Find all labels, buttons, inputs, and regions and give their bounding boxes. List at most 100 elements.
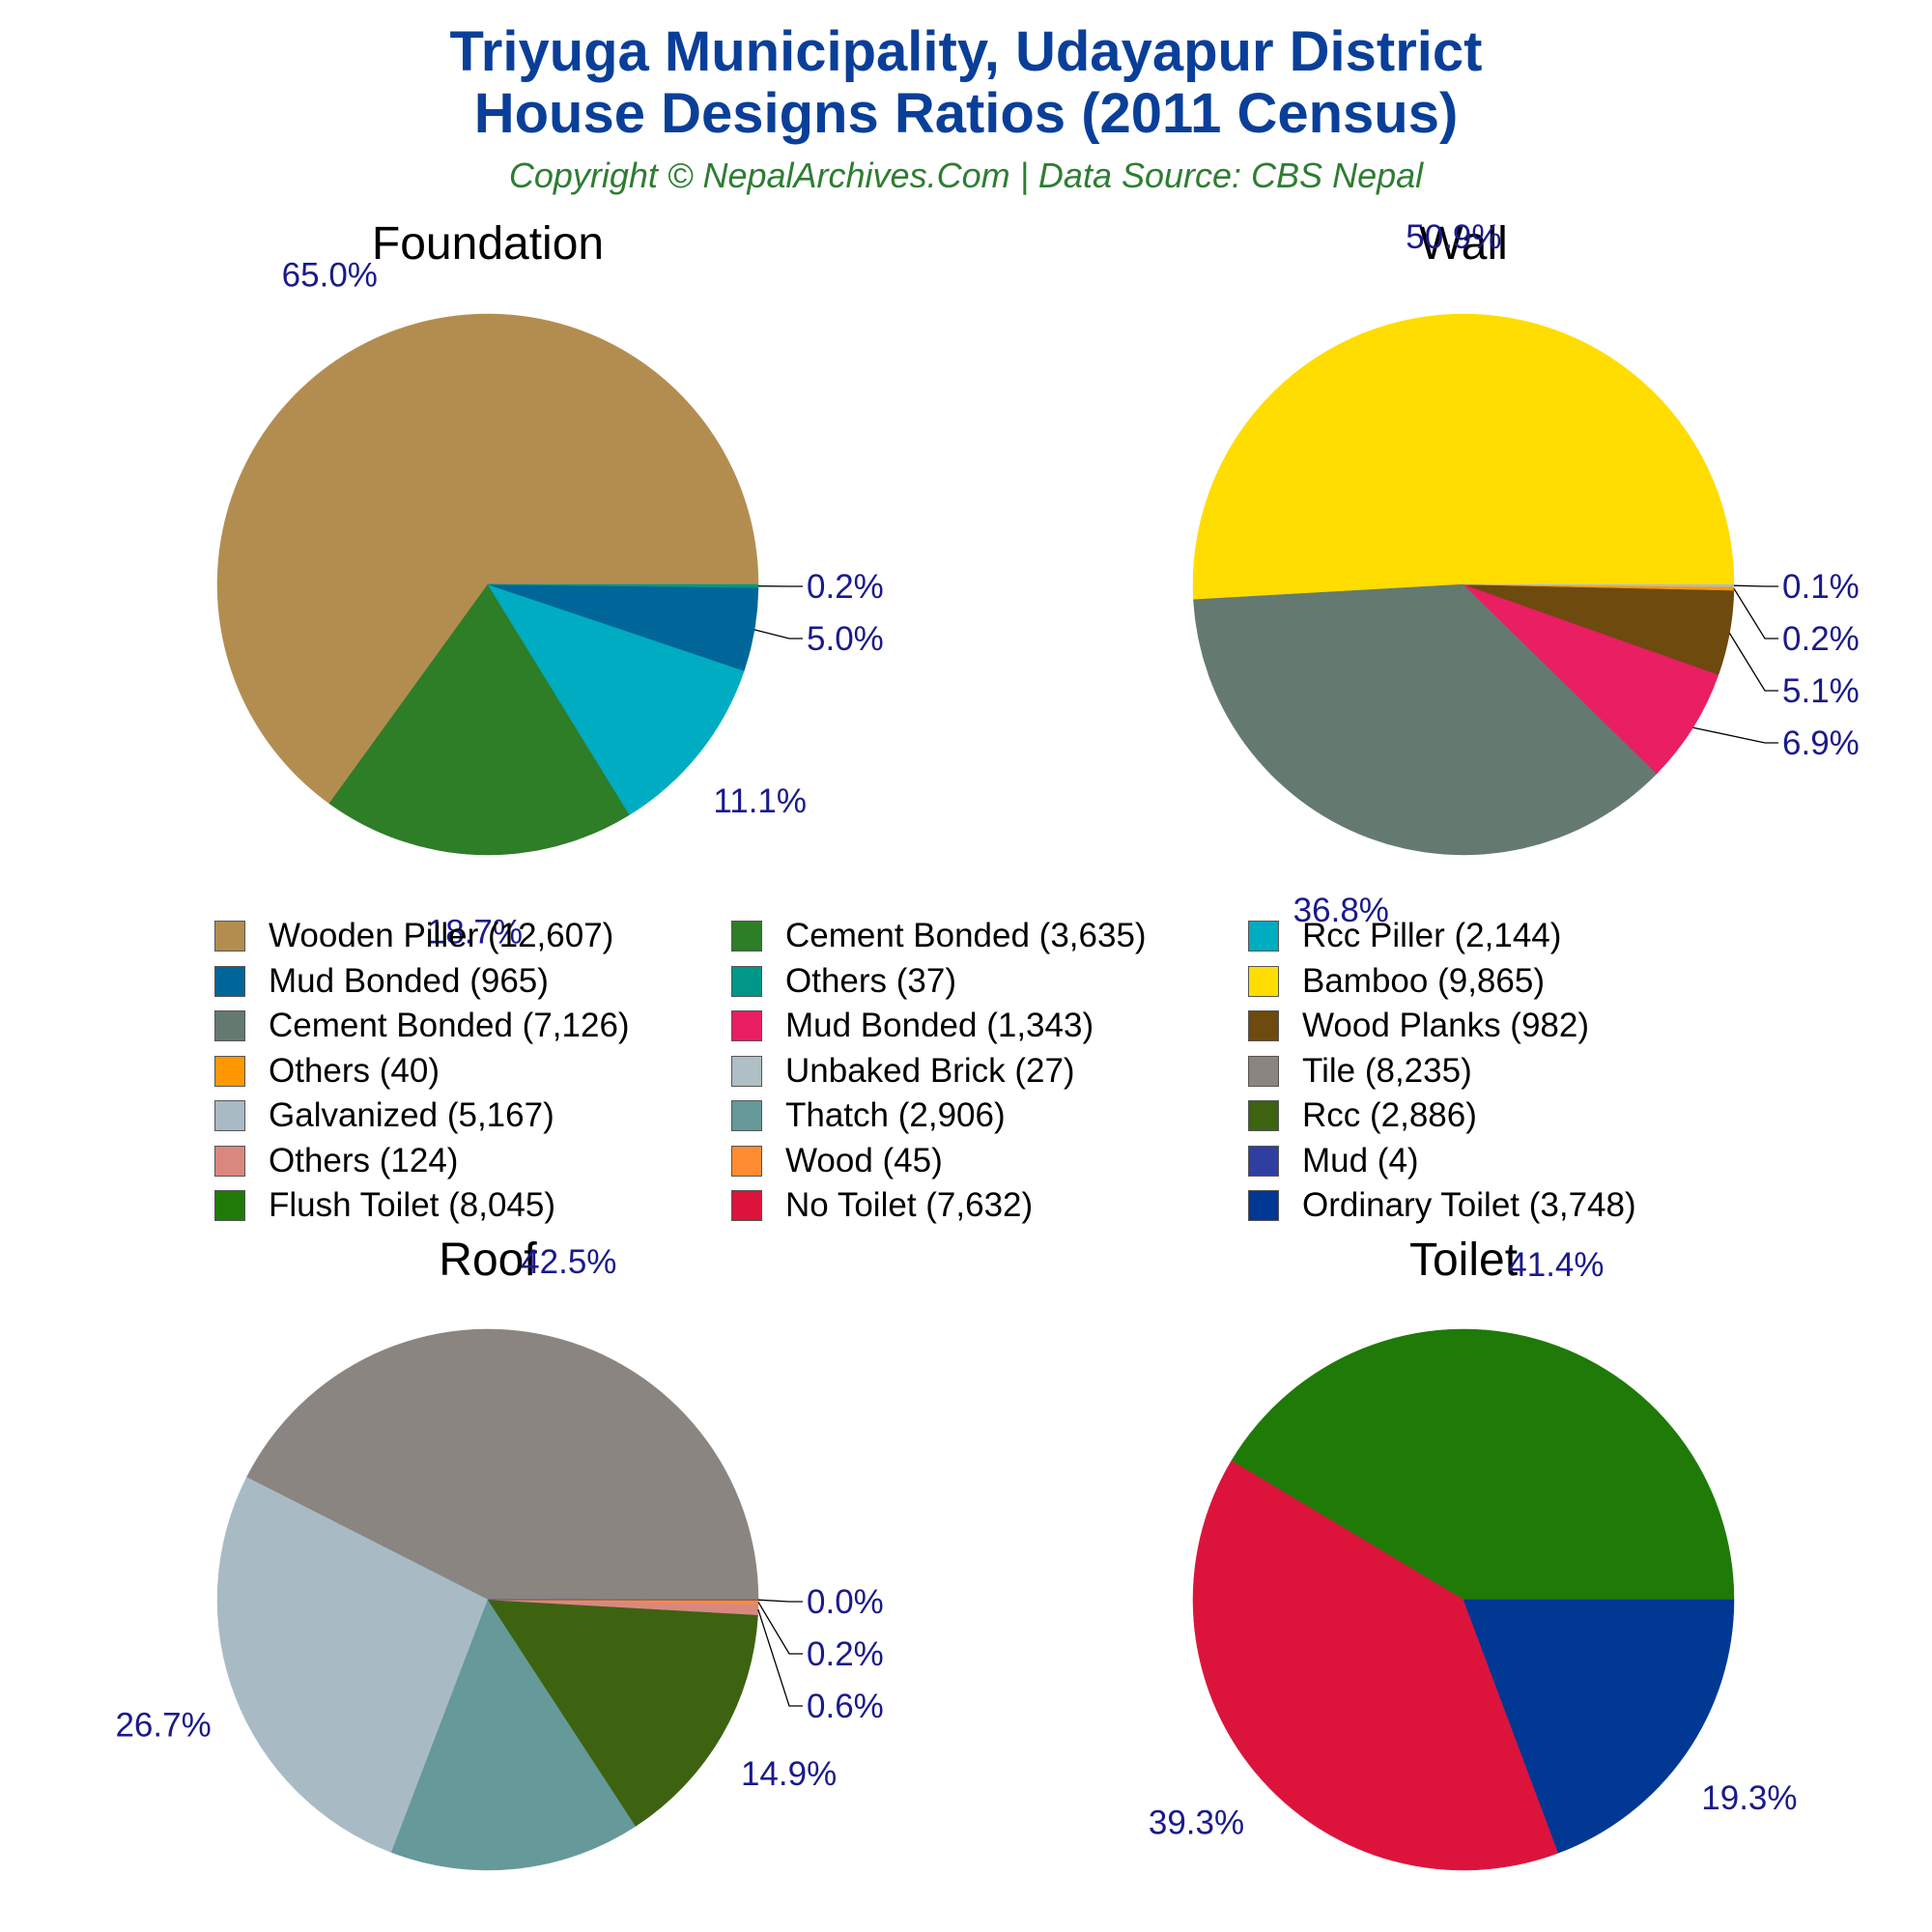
legend-item: No Toilet (7,632) bbox=[731, 1185, 1033, 1226]
legend-label: No Toilet (7,632) bbox=[785, 1186, 1034, 1224]
pie-label-wall-wood-planks: 5.1% bbox=[1782, 672, 1860, 710]
pie-label-toilet-ordinary-toilet: 19.3% bbox=[1701, 1779, 1797, 1817]
legend-item: Others (37) bbox=[731, 961, 956, 1002]
pie-label-wall-mud-bonded: 6.9% bbox=[1782, 724, 1860, 762]
pie-slice-foundation-others bbox=[487, 583, 759, 588]
pie-slice-roof-tile bbox=[246, 1328, 759, 1601]
pie-title-toilet: Toilet bbox=[1409, 1235, 1518, 1286]
legend-label: Mud Bonded (1,343) bbox=[785, 1007, 1094, 1044]
pie-label-wall-others: 0.2% bbox=[1782, 620, 1860, 658]
pie-slice-foundation-cement-bonded bbox=[328, 583, 630, 856]
pie-label-wall-cement-bonded: 36.8% bbox=[1293, 892, 1389, 929]
legend-label: Wood (45) bbox=[785, 1141, 943, 1179]
legend-swatch bbox=[1248, 965, 1279, 997]
legend-swatch bbox=[214, 1145, 245, 1177]
pie-slice-roof-thatch bbox=[390, 1599, 637, 1871]
legend-item: Rcc (2,886) bbox=[1248, 1095, 1477, 1136]
legend-item: Wood Planks (982) bbox=[1248, 1006, 1589, 1046]
legend-label: Galvanized (5,167) bbox=[269, 1096, 554, 1134]
leader-line-roof-wood bbox=[757, 1602, 803, 1655]
legend-label: Flush Toilet (8,045) bbox=[269, 1186, 556, 1224]
legend-swatch bbox=[731, 1010, 762, 1041]
chart-header: Triyuga Municipality, Udayapur District … bbox=[0, 21, 1932, 197]
leader-line-roof-mud bbox=[757, 1599, 803, 1603]
pie-label-wall-bamboo: 50.9% bbox=[1406, 218, 1501, 256]
pie-slice-wall-cement-bonded bbox=[1193, 583, 1658, 856]
pie-title-foundation: Foundation bbox=[372, 218, 604, 270]
pie-label-roof-rcc: 14.9% bbox=[741, 1755, 837, 1793]
pie-title-roof: Roof bbox=[439, 1235, 537, 1286]
legend-swatch bbox=[731, 1055, 762, 1087]
pie-slice-roof-galvanized bbox=[216, 1476, 489, 1853]
legend-label: Others (37) bbox=[785, 961, 956, 1000]
legend-swatch bbox=[731, 921, 762, 952]
legend-swatch bbox=[214, 965, 245, 997]
legend-label: Others (124) bbox=[269, 1141, 459, 1179]
chart-subtitle: Copyright © NepalArchives.Com | Data Sou… bbox=[508, 156, 1424, 195]
leader-line-wall-mud-bonded bbox=[1692, 726, 1778, 744]
legend-swatch bbox=[731, 1190, 762, 1221]
pie-label-roof-galvanized: 26.7% bbox=[115, 1707, 211, 1745]
legend-swatch bbox=[214, 1055, 245, 1087]
pie-slice-foundation-rcc-piller bbox=[487, 583, 745, 815]
legend-item: Bamboo (9,865) bbox=[1248, 961, 1545, 1002]
legend-label: Thatch (2,906) bbox=[785, 1096, 1006, 1134]
legend-item: Rcc Piller (2,144) bbox=[1248, 916, 1561, 956]
legend-swatch bbox=[1248, 921, 1279, 952]
legend-item: Flush Toilet (8,045) bbox=[214, 1185, 555, 1226]
leader-line-foundation-mud-bonded bbox=[753, 629, 803, 639]
legend-swatch bbox=[1248, 1145, 1279, 1177]
legend-label: Others (40) bbox=[269, 1051, 440, 1090]
legend-swatch bbox=[1248, 1100, 1279, 1131]
pie-label-foundation-others: 0.2% bbox=[807, 568, 884, 606]
legend-label: Wooden Piller (12,607) bbox=[269, 917, 614, 954]
legend-label: Wood Planks (982) bbox=[1302, 1007, 1590, 1044]
legend-swatch bbox=[214, 1010, 245, 1041]
pie-label-roof-wood: 0.2% bbox=[807, 1635, 884, 1673]
legend-item: Others (40) bbox=[214, 1051, 440, 1092]
legend-swatch bbox=[214, 921, 245, 952]
pie-slice-wall-mud-bonded bbox=[1463, 583, 1719, 775]
legend-label: Tile (8,235) bbox=[1302, 1051, 1472, 1090]
pie-slice-roof-rcc bbox=[487, 1599, 758, 1827]
legend-swatch bbox=[214, 1100, 245, 1131]
legend-item: Unbaked Brick (27) bbox=[731, 1051, 1075, 1092]
legend-label: Mud (4) bbox=[1302, 1141, 1419, 1179]
legend-item: Mud (4) bbox=[1248, 1141, 1419, 1181]
legend-item: Cement Bonded (7,126) bbox=[214, 1006, 630, 1046]
legend-item: Mud Bonded (965) bbox=[214, 961, 549, 1002]
pie-label-roof-tile: 42.5% bbox=[521, 1243, 616, 1281]
legend-item: Wooden Piller (12,607) bbox=[214, 916, 613, 956]
legend-item: Tile (8,235) bbox=[1248, 1051, 1472, 1092]
chart-title-line-1: Triyuga Municipality, Udayapur District bbox=[449, 20, 1483, 83]
leader-line-wall-unbaked-brick bbox=[1733, 584, 1778, 587]
legend-item: Mud Bonded (1,343) bbox=[731, 1006, 1094, 1046]
legend-label: Ordinary Toilet (3,748) bbox=[1302, 1186, 1636, 1224]
pie-label-roof-thatch: 15.0% bbox=[477, 1927, 573, 1932]
legend-label: Unbaked Brick (27) bbox=[785, 1051, 1075, 1090]
legend-label: Cement Bonded (7,126) bbox=[269, 1007, 630, 1044]
pie-label-foundation-wooden-piller: 65.0% bbox=[282, 256, 378, 294]
leader-line-roof-others bbox=[757, 1608, 803, 1707]
legend-swatch bbox=[1248, 1010, 1279, 1041]
chart-title-line-2: House Designs Ratios (2011 Census) bbox=[473, 82, 1459, 145]
legend-item: Ordinary Toilet (3,748) bbox=[1248, 1185, 1636, 1226]
pie-slice-toilet-ordinary-toilet bbox=[1463, 1599, 1735, 1854]
pie-slice-wall-unbaked-brick bbox=[1463, 583, 1735, 587]
pie-label-roof-others: 0.6% bbox=[807, 1688, 884, 1725]
pie-slice-toilet-no-toilet bbox=[1192, 1460, 1559, 1871]
pie-title-wall: Wall bbox=[1419, 218, 1508, 270]
legend-swatch bbox=[1248, 1055, 1279, 1087]
legend-label: Rcc (2,886) bbox=[1302, 1096, 1477, 1134]
legend-item: Cement Bonded (3,635) bbox=[731, 916, 1147, 956]
legend-item: Galvanized (5,167) bbox=[214, 1095, 554, 1136]
leader-line-wall-wood-planks bbox=[1728, 633, 1778, 692]
pie-slice-toilet-flush-toilet bbox=[1231, 1328, 1735, 1601]
pie-slice-wall-bamboo bbox=[1192, 313, 1735, 601]
legend-label: Cement Bonded (3,635) bbox=[785, 917, 1147, 954]
